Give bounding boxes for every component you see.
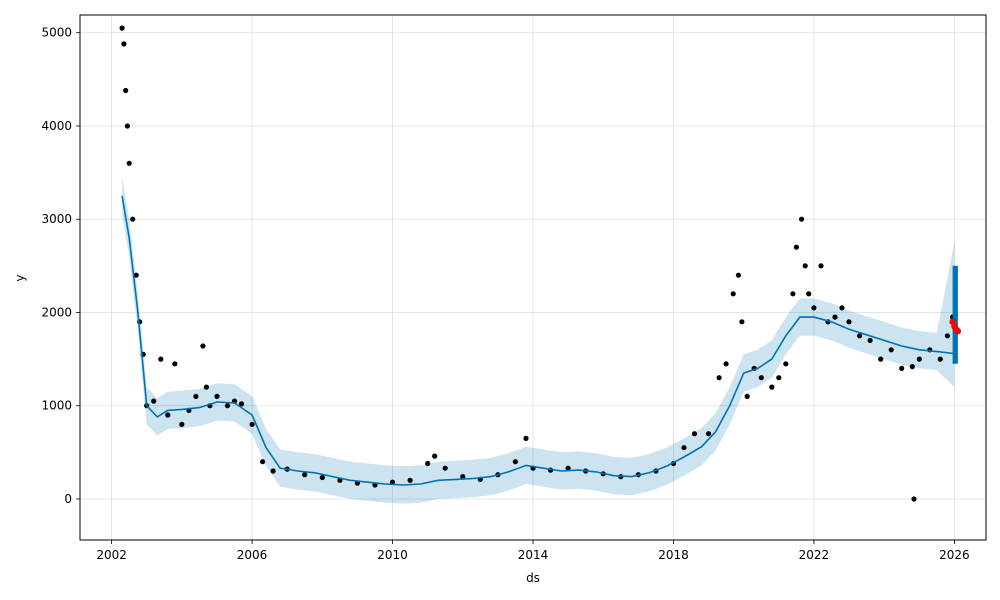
- x-tick-label: 2002: [96, 548, 127, 562]
- observed-point: [909, 364, 915, 370]
- x-axis-ticks: 2002 2006 2010 2014 2018 2022 2026: [96, 540, 970, 562]
- highlight-points: [949, 318, 962, 335]
- uncertainty-band: [122, 177, 955, 504]
- observed-point: [793, 244, 800, 250]
- observed-point: [802, 263, 808, 269]
- observed-point: [899, 365, 905, 371]
- observed-point: [238, 401, 245, 407]
- x-tick-label: 2022: [799, 548, 830, 562]
- observed-point: [432, 453, 438, 459]
- y-tick-label: 4000: [41, 119, 72, 133]
- forecast-line-group: [121, 195, 958, 486]
- observed-point: [806, 291, 812, 297]
- x-tick-label: 2006: [237, 548, 268, 562]
- observed-point: [224, 403, 231, 409]
- y-tick-label: 2000: [41, 305, 72, 319]
- observed-point: [783, 361, 789, 367]
- observed-point: [523, 435, 529, 441]
- y-tick-label: 3000: [41, 212, 72, 226]
- observed-point: [839, 305, 845, 311]
- observed-point: [151, 398, 157, 404]
- observed-point: [937, 356, 943, 362]
- highlight-point: [954, 327, 962, 335]
- observed-point: [730, 291, 736, 297]
- observed-point: [319, 474, 325, 481]
- observed-point: [442, 465, 448, 471]
- observed-point: [706, 431, 712, 437]
- observed-point: [944, 333, 951, 339]
- observed-point: [133, 272, 139, 278]
- observed-point: [179, 421, 185, 427]
- observed-point: [857, 333, 863, 339]
- observed-point: [744, 393, 750, 399]
- observed-point: [776, 375, 782, 381]
- observed-point: [302, 472, 308, 478]
- observed-point: [119, 25, 125, 31]
- observed-point: [270, 468, 276, 474]
- observed-point: [790, 291, 796, 297]
- observed-point: [723, 361, 729, 367]
- observed-point: [260, 459, 266, 465]
- observed-point: [200, 343, 206, 349]
- observed-point: [888, 347, 894, 353]
- observed-point: [811, 305, 817, 311]
- x-tick-label: 2018: [658, 548, 689, 562]
- observed-point: [165, 412, 171, 418]
- y-tick-label: 1000: [41, 399, 72, 413]
- y-axis-ticks: 0 1000 2000 3000 4000 5000: [41, 26, 80, 506]
- observed-point: [121, 41, 127, 47]
- observed-point: [739, 319, 745, 325]
- observed-point: [203, 384, 209, 390]
- observed-point: [818, 263, 824, 269]
- observed-point: [735, 272, 742, 278]
- observed-point: [846, 319, 852, 325]
- observed-point: [916, 356, 922, 362]
- observed-point: [407, 477, 413, 483]
- observed-point: [716, 375, 722, 381]
- observed-point: [172, 361, 178, 367]
- observed-point: [512, 459, 519, 465]
- uncertainty-area: [122, 177, 955, 504]
- observed-point: [389, 479, 396, 485]
- observed-point: [832, 314, 838, 320]
- observed-point: [158, 356, 164, 362]
- y-tick-label: 5000: [41, 26, 72, 40]
- observed-point: [878, 356, 884, 362]
- x-tick-label: 2014: [518, 548, 549, 562]
- x-tick-label: 2026: [939, 548, 970, 562]
- observed-point: [193, 393, 199, 399]
- observed-point: [681, 445, 687, 451]
- forecast-range-block: [952, 265, 958, 364]
- forecast-line: [121, 195, 955, 486]
- y-tick-label: 0: [64, 492, 72, 506]
- observed-point: [425, 460, 431, 467]
- observed-point: [565, 465, 571, 471]
- observed-point: [769, 384, 775, 390]
- observed-point: [124, 123, 130, 129]
- observed-point: [249, 421, 255, 427]
- observed-point: [911, 496, 917, 502]
- y-axis-label: y: [13, 274, 27, 281]
- observed-point: [758, 375, 764, 381]
- observed-point: [691, 431, 698, 437]
- x-tick-label: 2010: [377, 548, 408, 562]
- observed-point: [214, 393, 220, 399]
- observed-point: [130, 216, 136, 222]
- observed-point: [123, 87, 129, 94]
- observed-point: [460, 474, 466, 480]
- observed-point: [126, 160, 132, 166]
- observed-point: [799, 216, 805, 222]
- grid-lines: [80, 15, 986, 540]
- observed-point: [867, 337, 873, 343]
- x-axis-label: ds: [526, 571, 540, 585]
